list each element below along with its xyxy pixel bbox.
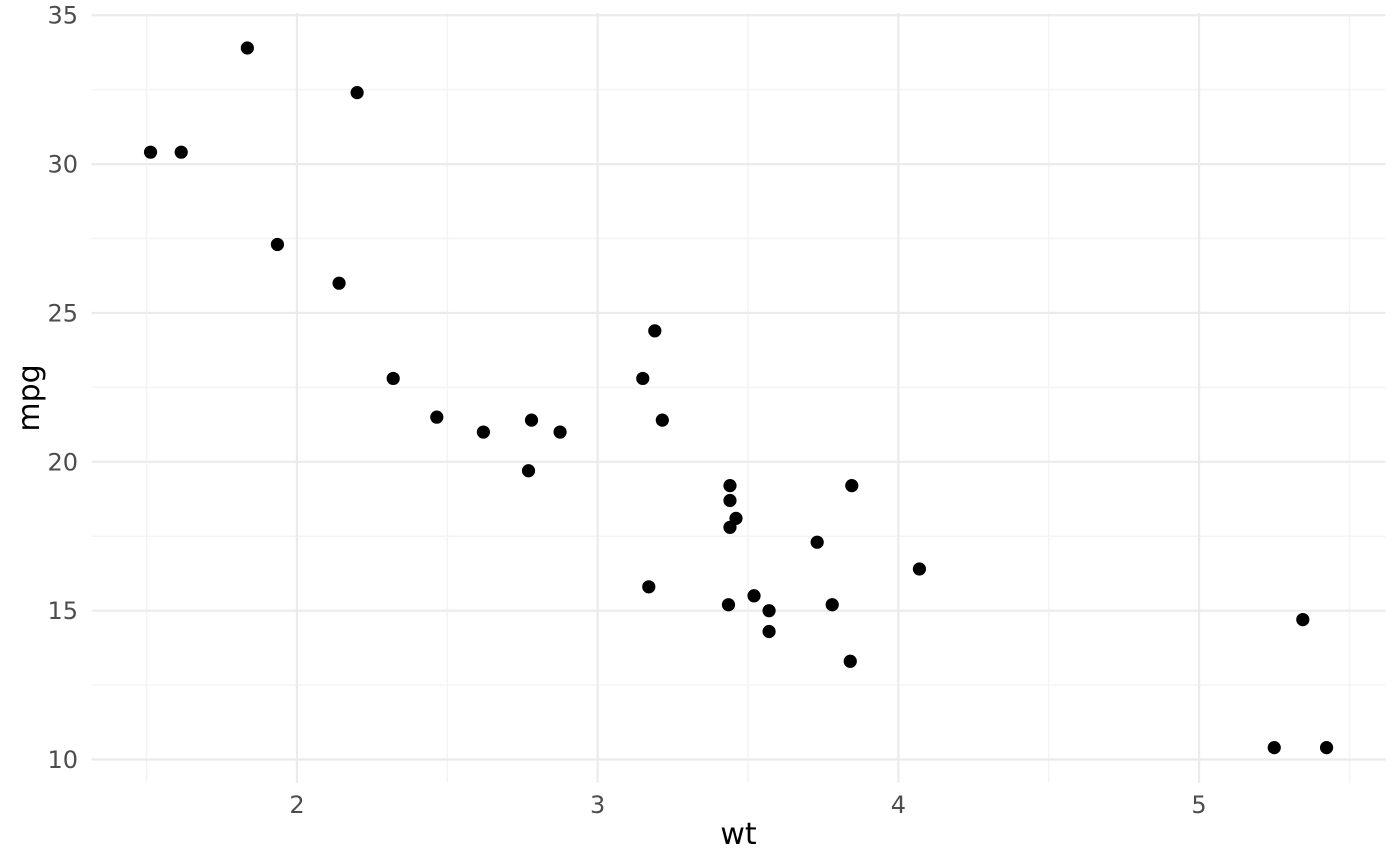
y-tick-label: 30: [47, 151, 78, 179]
data-point: [721, 598, 736, 612]
x-tick-label: 3: [590, 791, 605, 819]
x-tick-label: 2: [289, 791, 304, 819]
data-point: [174, 145, 188, 159]
data-point: [723, 493, 737, 508]
data-point: [723, 479, 737, 493]
data-point: [524, 413, 539, 427]
data-point: [912, 562, 927, 576]
data-point: [723, 520, 737, 534]
x-tick-label: 4: [891, 791, 906, 819]
y-tick-label: 10: [47, 746, 78, 774]
data-point: [655, 413, 669, 427]
data-point: [332, 276, 346, 290]
y-axis-title: mpg: [12, 364, 47, 432]
data-point: [747, 589, 761, 603]
data-point: [476, 425, 491, 439]
x-tick-label: 5: [1191, 791, 1206, 819]
data-point: [350, 86, 364, 100]
data-point: [642, 580, 656, 594]
data-point: [1267, 741, 1281, 755]
data-point: [521, 464, 536, 478]
data-point: [825, 598, 839, 612]
data-point: [762, 604, 776, 618]
data-point: [845, 479, 859, 493]
data-point: [762, 624, 776, 639]
y-tick-label: 35: [47, 2, 78, 30]
data-point: [553, 425, 567, 439]
data-point: [430, 410, 444, 424]
data-point: [843, 654, 857, 668]
data-point: [240, 41, 254, 55]
y-tick-label: 25: [47, 299, 78, 327]
data-point: [270, 237, 285, 252]
x-axis-title: wt: [720, 817, 757, 852]
y-tick-label: 15: [47, 597, 78, 625]
data-point: [386, 371, 400, 386]
data-point: [636, 371, 650, 386]
data-point: [648, 324, 662, 338]
data-point: [1296, 612, 1310, 627]
data-point: [810, 535, 824, 549]
y-tick-label: 20: [47, 448, 78, 476]
data-point: [143, 145, 158, 159]
data-point: [1319, 741, 1334, 755]
